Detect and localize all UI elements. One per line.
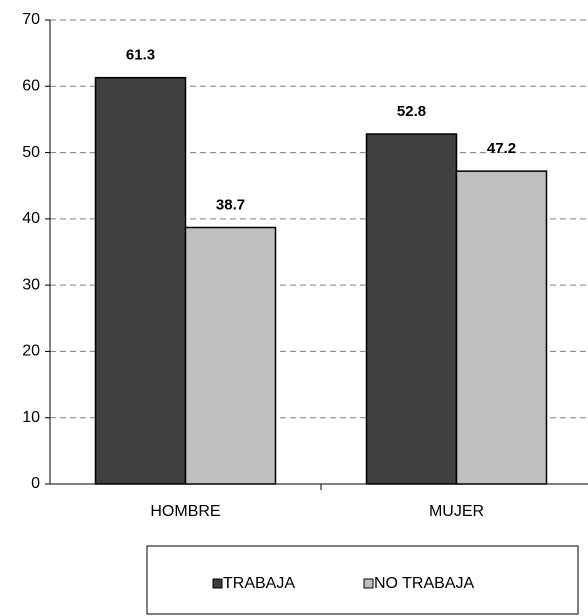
y-tick-label: 70 [22,11,40,28]
x-tick-label: HOMBRE [150,503,220,520]
data-label: 38.7 [216,196,245,213]
y-tick-label: 60 [22,78,40,95]
legend-swatch [363,578,374,589]
legend-label: TRABAJA [223,575,295,592]
data-label: 47.2 [487,140,516,157]
y-tick-label: 20 [22,343,40,360]
y-tick-label: 0 [31,475,40,492]
data-label: 52.8 [397,103,426,120]
bar [365,133,458,485]
legend-swatch [212,578,223,589]
bar [184,226,277,485]
y-tick-label: 30 [22,276,40,293]
y-tick-label: 40 [22,210,40,227]
data-label: 61.3 [126,47,155,64]
y-tick-label: 50 [22,144,40,161]
legend-box [146,545,579,615]
x-tick-label: MUJER [429,503,484,520]
bar [94,76,187,485]
legend-label: NO TRABAJA [374,575,475,592]
y-tick-label: 10 [22,409,40,426]
bar [455,170,548,485]
